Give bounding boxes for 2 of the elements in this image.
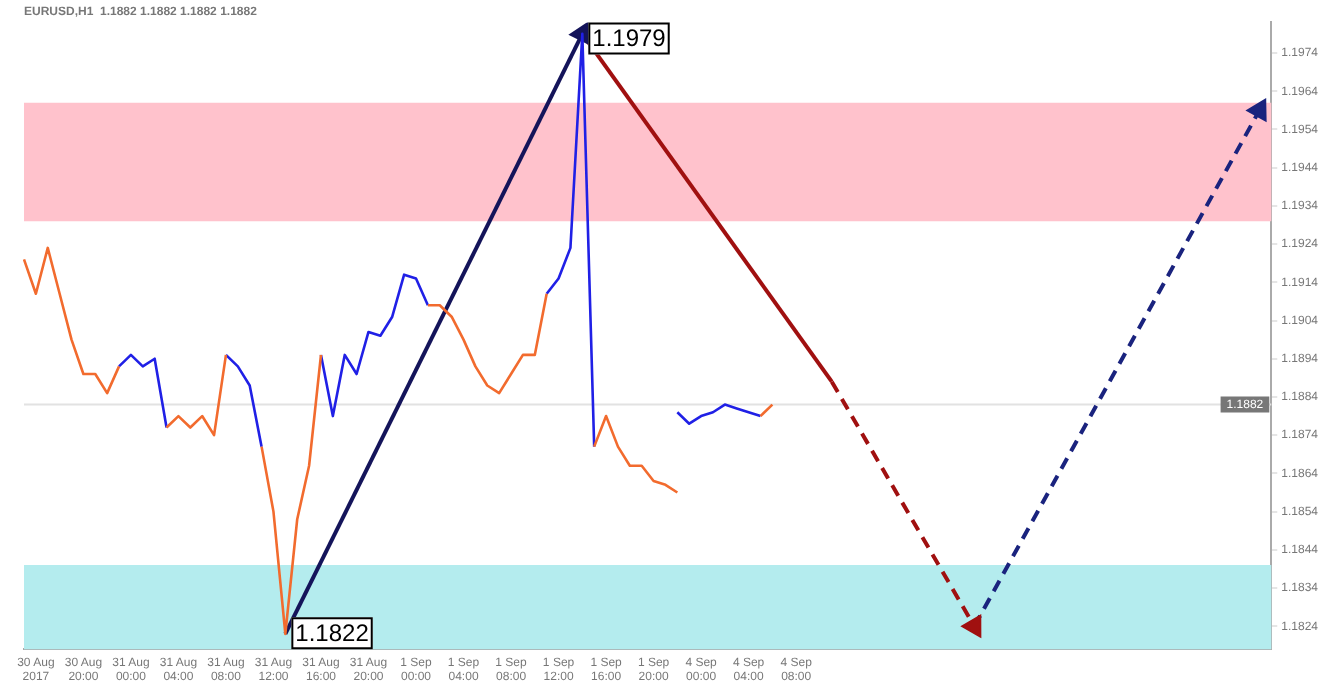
data-label: 1.1822: [295, 618, 370, 647]
data-label: 1.1979: [592, 24, 667, 53]
